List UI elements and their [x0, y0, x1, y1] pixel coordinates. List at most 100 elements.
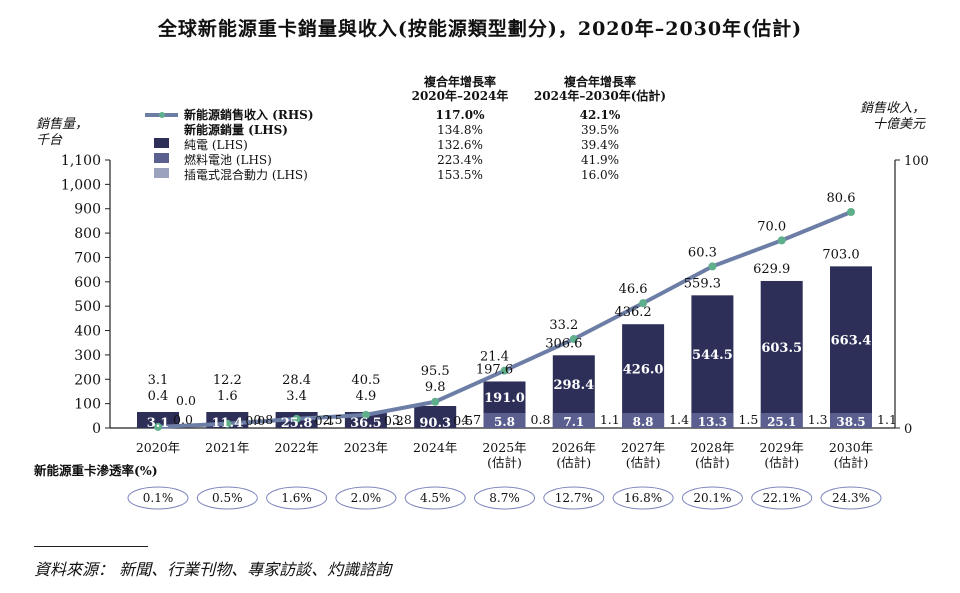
- legend-label: 新能源銷量 (LHS): [184, 122, 288, 137]
- total-value-label: 95.5: [421, 364, 450, 379]
- bar-fcev: [760, 413, 803, 428]
- x-tick-label: 2021年: [205, 440, 249, 455]
- x-tick-label: 2028年: [690, 440, 734, 455]
- revenue-value-label: 0.4: [148, 389, 169, 404]
- bev-value-label: 426.0: [623, 363, 664, 378]
- fcev-value-label: 0.2: [384, 413, 404, 428]
- x-tick-label: 2025年: [482, 440, 526, 455]
- x-tick-label: (估計): [487, 455, 522, 470]
- left-tick-label: 500: [74, 299, 101, 315]
- bev-value-label: 603.5: [761, 341, 802, 356]
- total-value-label: 3.1: [148, 373, 169, 388]
- cagr-value: 117.0%: [436, 108, 486, 122]
- penetration-bubble: [335, 486, 397, 510]
- penetration-value: 4.5%: [420, 491, 451, 505]
- left-tick-label: 100: [74, 397, 101, 413]
- x-tick-label: 2029年: [760, 440, 804, 455]
- x-tick-label: (估計): [626, 455, 661, 470]
- total-value-label: 703.0: [822, 247, 859, 262]
- penetration-value: 1.6%: [281, 491, 312, 505]
- value-labels-group: 3.10.43.10.00.012.21.611.4 0.00.828.43.42…: [147, 191, 897, 431]
- phev-value-label: 1.1: [877, 412, 897, 427]
- cagr-header: 複合年增長率: [423, 74, 496, 89]
- cagr-value: 42.1%: [580, 108, 621, 122]
- total-value-label: 197.6: [476, 362, 513, 377]
- phev-value-label: 4.7: [461, 412, 481, 427]
- bar-fcev: [691, 413, 734, 428]
- legend-label: 純電 (LHS): [184, 138, 248, 152]
- bev-value-label: 11.4: [211, 416, 243, 431]
- fcev-value-label: 38.5: [836, 415, 865, 429]
- fcev-value-label: 0.0: [176, 393, 196, 408]
- revenue-point: [639, 299, 648, 308]
- left-tick-label: 700: [74, 250, 101, 266]
- penetration-value: 8.7%: [489, 491, 520, 505]
- revenue-point: [154, 422, 162, 431]
- cagr-value: 134.8%: [437, 123, 483, 137]
- penetration-bubble: [820, 486, 882, 510]
- left-tick-label: 0: [92, 421, 101, 437]
- phev-value-label: 0.8: [531, 412, 551, 427]
- right-axis-title: 銷售收入，: [860, 101, 925, 116]
- revenue-point: [223, 419, 232, 428]
- legend-swatch-fcev: [154, 153, 169, 163]
- left-axis-title: 銷售量，: [36, 117, 88, 132]
- cagr-header: 2020年–2024年: [412, 88, 509, 103]
- left-tick-label: 1,100: [61, 153, 101, 169]
- x-tick-label: (估計): [834, 455, 869, 470]
- revenue-value-label: 80.6: [827, 191, 856, 206]
- revenue-line-group: [154, 207, 855, 431]
- bar-bev: [691, 295, 734, 428]
- penetration-value: 2.0%: [351, 491, 382, 505]
- legend-label: 新能源銷售收入 (RHS): [184, 107, 314, 122]
- bar-fcev: [552, 413, 595, 428]
- total-value-label: 28.4: [282, 373, 311, 388]
- bev-value-label: 3.1: [147, 416, 170, 431]
- penetration-bubble: [404, 486, 466, 510]
- legend-label: 插電式混合動力 (LHS): [184, 167, 308, 182]
- penetration-value: 0.5%: [212, 491, 243, 505]
- legend-swatch-bev: [154, 138, 169, 148]
- revenue-point: [847, 207, 855, 216]
- revenue-point: [292, 414, 301, 423]
- revenue-value-label: 33.2: [549, 318, 578, 333]
- phev-value-label: 2.5: [323, 412, 343, 427]
- revenue-value-label: 1.6: [217, 389, 238, 404]
- total-value-label: 559.3: [684, 276, 721, 291]
- revenue-value-label: 60.3: [688, 245, 717, 260]
- left-axis-title: 千台: [36, 133, 63, 148]
- revenue-point: [708, 262, 717, 271]
- revenue-value-label: 9.8: [425, 380, 446, 395]
- revenue-value-label: 21.4: [480, 350, 509, 365]
- legend-label: 燃料電池 (LHS): [184, 152, 272, 167]
- total-value-label: 40.5: [351, 373, 380, 388]
- fcev-value-label: 8.8: [633, 415, 654, 429]
- penetration-bubble: [266, 486, 328, 510]
- fcev-value-label: 25.1: [767, 415, 796, 429]
- x-tick-label: (估計): [556, 455, 591, 470]
- bar-bev: [622, 324, 665, 428]
- phev-value-label: 0.8: [253, 412, 273, 427]
- revenue-value-label: 3.4: [286, 389, 307, 404]
- penetration-bubble: [196, 486, 258, 510]
- cagr-value: 39.4%: [581, 138, 619, 152]
- phev-value-label: 0.0: [173, 412, 193, 427]
- total-value-label: 306.6: [545, 336, 582, 351]
- revenue-point: [777, 236, 786, 245]
- bar-bev: [830, 266, 872, 428]
- left-tick-label: 200: [74, 372, 101, 388]
- chart-title: 全球新能源重卡銷量與收入(按能源類型劃分)，2020年–2030年(估計): [157, 18, 803, 40]
- legend-swatch-marker: [159, 112, 165, 118]
- source-note: 資料來源： 新聞、行業刊物、專家訪談、灼識諮詢: [34, 560, 392, 579]
- left-tick-label: 300: [74, 348, 101, 364]
- phev-value-label: 1.5: [738, 412, 758, 427]
- cagr-value: 39.5%: [581, 123, 619, 137]
- cagr-header: 2024年–2030年(估計): [534, 88, 666, 103]
- bar-fcev: [483, 413, 526, 428]
- cagr-value: 132.6%: [437, 138, 483, 152]
- revenue-point: [361, 410, 370, 419]
- x-tick-label: 2024年: [413, 440, 457, 455]
- left-tick-label: 600: [74, 275, 101, 291]
- cagr-value: 153.5%: [437, 168, 483, 182]
